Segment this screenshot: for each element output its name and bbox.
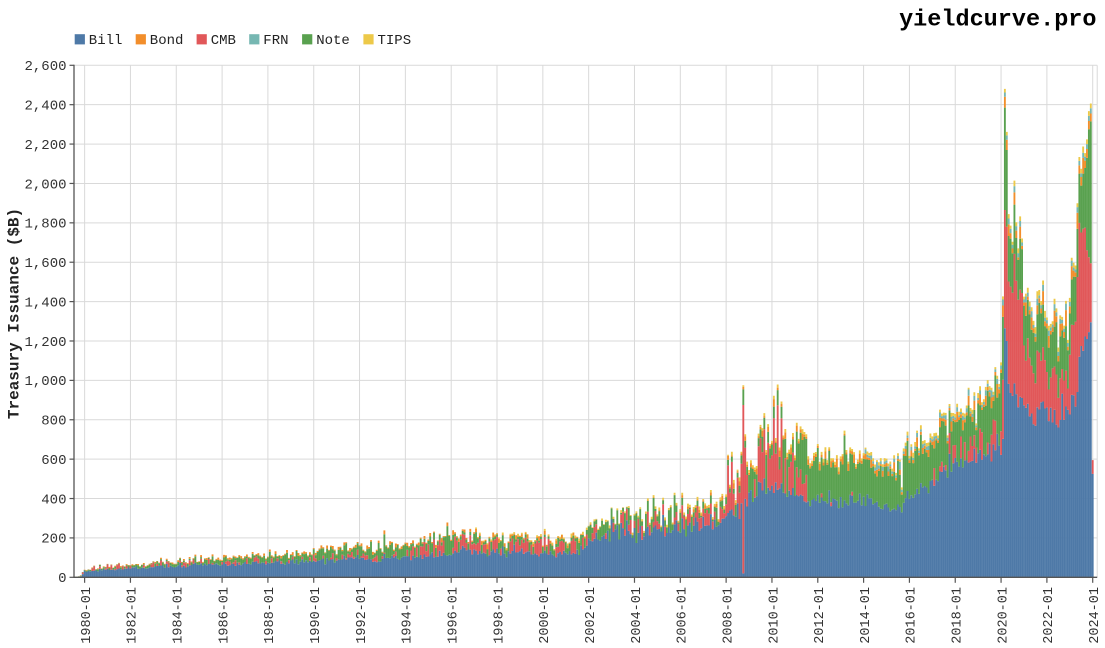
svg-text:1,600: 1,600: [24, 256, 66, 272]
svg-text:1986-01: 1986-01: [217, 587, 232, 644]
svg-text:2,000: 2,000: [24, 177, 66, 193]
svg-text:1,400: 1,400: [24, 295, 66, 311]
svg-text:2004-01: 2004-01: [630, 587, 645, 644]
svg-text:Note: Note: [316, 33, 350, 49]
svg-text:1996-01: 1996-01: [447, 587, 462, 644]
svg-text:2,200: 2,200: [24, 138, 66, 154]
svg-text:Treasury Issuance ($B): Treasury Issuance ($B): [6, 208, 24, 419]
svg-text:2010-01: 2010-01: [767, 587, 782, 644]
svg-text:1984-01: 1984-01: [172, 587, 187, 644]
svg-text:1990-01: 1990-01: [309, 587, 324, 644]
svg-text:0: 0: [58, 571, 66, 587]
svg-text:2000-01: 2000-01: [538, 587, 553, 644]
svg-text:1,000: 1,000: [24, 374, 66, 390]
svg-text:1992-01: 1992-01: [355, 587, 370, 644]
svg-text:2,400: 2,400: [24, 98, 66, 114]
svg-text:CMB: CMB: [211, 33, 236, 49]
svg-text:2024-01: 2024-01: [1088, 587, 1103, 644]
svg-text:FRN: FRN: [263, 33, 288, 49]
svg-text:1982-01: 1982-01: [126, 587, 141, 644]
svg-text:2016-01: 2016-01: [905, 587, 920, 644]
svg-text:2002-01: 2002-01: [584, 587, 599, 644]
svg-text:TIPS: TIPS: [378, 33, 412, 49]
svg-text:400: 400: [41, 492, 66, 508]
svg-text:1998-01: 1998-01: [492, 587, 507, 644]
svg-text:2020-01: 2020-01: [996, 587, 1011, 644]
svg-text:1,800: 1,800: [24, 217, 66, 233]
svg-text:2014-01: 2014-01: [859, 587, 874, 644]
svg-text:2022-01: 2022-01: [1042, 587, 1057, 644]
svg-text:Bill: Bill: [89, 33, 123, 49]
svg-text:1994-01: 1994-01: [401, 587, 416, 644]
svg-text:2006-01: 2006-01: [676, 587, 691, 644]
svg-text:1988-01: 1988-01: [263, 587, 278, 644]
svg-text:2018-01: 2018-01: [951, 587, 966, 644]
svg-text:1980-01: 1980-01: [80, 587, 95, 644]
svg-text:600: 600: [41, 453, 66, 469]
svg-text:2008-01: 2008-01: [721, 587, 736, 644]
svg-text:200: 200: [41, 532, 66, 548]
svg-text:2,600: 2,600: [24, 59, 66, 75]
svg-text:yieldcurve.pro: yieldcurve.pro: [899, 7, 1096, 34]
svg-text:1,200: 1,200: [24, 335, 66, 351]
svg-text:800: 800: [41, 414, 66, 430]
svg-text:2012-01: 2012-01: [813, 587, 828, 644]
svg-text:Bond: Bond: [150, 33, 184, 49]
